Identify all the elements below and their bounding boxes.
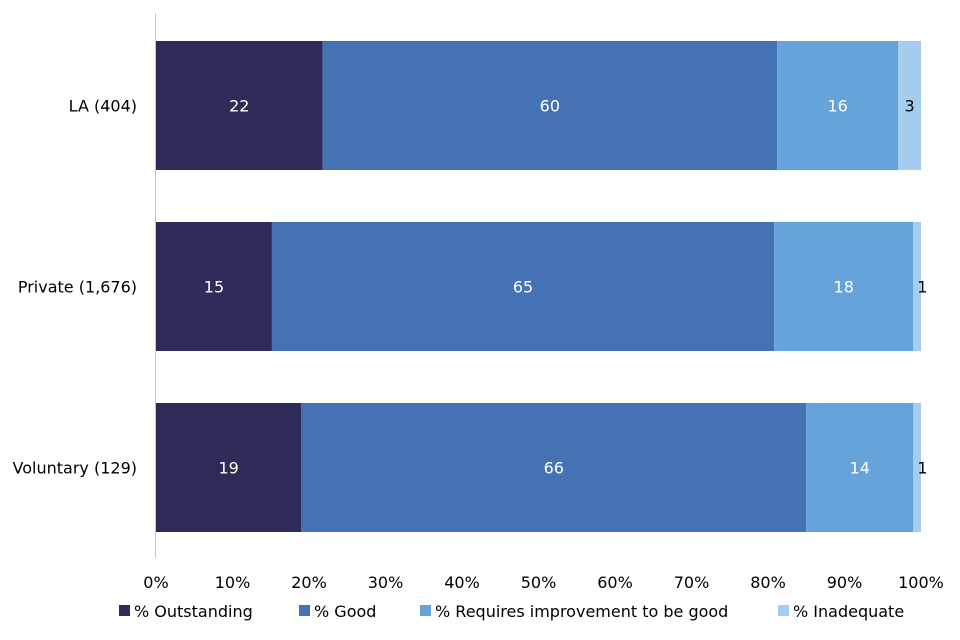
legend-swatch-4	[778, 605, 789, 616]
legend-swatch-1	[119, 605, 130, 616]
x-tick-label: 30%	[368, 573, 404, 592]
category-label: Private (1,676)	[18, 278, 137, 297]
data-label-4-3: 1	[917, 459, 927, 478]
legend-label-3: % Requires improvement to be good	[435, 602, 728, 621]
data-label-3-1: 16	[828, 97, 848, 116]
bar-segment-1-2	[156, 222, 272, 351]
bar-segment-1-1	[156, 41, 323, 170]
data-label-1-3: 19	[218, 459, 238, 478]
data-label-4-2: 1	[917, 278, 927, 297]
data-label-3-3: 14	[850, 459, 870, 478]
bar-segment-1-3	[156, 403, 302, 532]
data-label-2-1: 60	[540, 97, 560, 116]
bar-segment-4-3	[913, 403, 921, 532]
x-tick-label: 80%	[750, 573, 786, 592]
bar-segment-2-3	[301, 403, 807, 532]
bar-segment-2-1	[322, 41, 778, 170]
data-label-2-3: 66	[544, 459, 564, 478]
x-tick-label: 10%	[215, 573, 251, 592]
bar-segment-3-1	[777, 41, 899, 170]
x-tick-label: 70%	[674, 573, 710, 592]
data-label-1-2: 15	[204, 278, 224, 297]
legend-label-4: % Inadequate	[793, 602, 904, 621]
data-label-1-1: 22	[229, 97, 249, 116]
bar-area: 22 60 16 3 15 65 18 1 19 66 14 1	[156, 41, 928, 532]
x-tick-label: 90%	[827, 573, 863, 592]
data-label-4-1: 3	[905, 97, 915, 116]
category-label: Voluntary (129)	[13, 459, 137, 478]
data-label-2-2: 65	[513, 278, 533, 297]
legend-label-2: % Good	[314, 602, 376, 621]
category-labels: LA (404) Private (1,676) Voluntary (129)	[13, 97, 137, 478]
category-label: LA (404)	[69, 97, 137, 116]
legend: % Outstanding % Good % Requires improvemen…	[119, 602, 904, 621]
x-tick-label: 100%	[898, 573, 944, 592]
x-tick-label: 20%	[291, 573, 327, 592]
x-axis-tick-labels: 0% 10% 20% 30% 40% 50% 60% 70% 80% 90% 100%	[143, 573, 944, 592]
bar-segment-3-3	[806, 403, 914, 532]
data-label-3-2: 18	[834, 278, 854, 297]
bar-segment-3-2	[774, 222, 914, 351]
bar-segment-4-2	[913, 222, 921, 351]
x-tick-label: 50%	[521, 573, 557, 592]
legend-label-1: % Outstanding	[134, 602, 253, 621]
legend-swatch-3	[420, 605, 431, 616]
x-tick-label: 40%	[444, 573, 480, 592]
x-tick-label: 0%	[143, 573, 168, 592]
bar-segment-2-2	[271, 222, 775, 351]
bar-segment-4-1	[898, 41, 921, 170]
x-tick-label: 60%	[597, 573, 633, 592]
legend-swatch-2	[299, 605, 310, 616]
